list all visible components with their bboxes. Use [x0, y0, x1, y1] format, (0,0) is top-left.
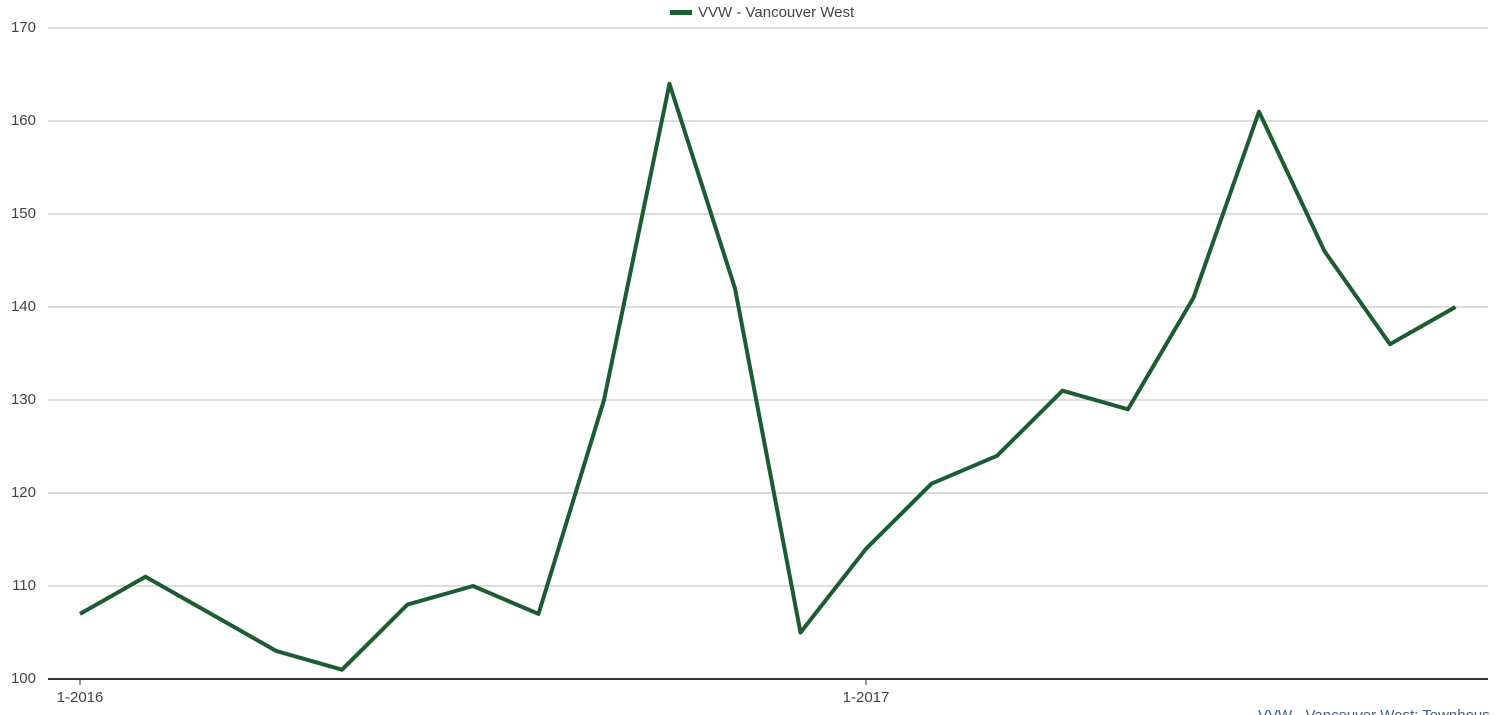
y-tick-label: 150	[11, 205, 36, 222]
y-tick-label: 140	[11, 298, 36, 315]
line	[79, 81, 1457, 672]
y-tick-label: 110	[12, 577, 36, 594]
x-tick-label: 1-2016	[57, 689, 104, 706]
y-tick-label: 100	[11, 670, 36, 687]
legend-label: VVW - Vancouver West	[698, 4, 855, 21]
x-tick-label: 1-2017	[843, 689, 890, 706]
y-tick-label: 160	[11, 112, 36, 129]
y-tick-label: 130	[11, 391, 36, 408]
y-tick-label: 170	[11, 19, 36, 36]
y-tick-label: 120	[11, 484, 36, 501]
note: VVW - Vancouver West: Townhous	[1258, 707, 1490, 715]
legend-swatch	[670, 10, 692, 15]
